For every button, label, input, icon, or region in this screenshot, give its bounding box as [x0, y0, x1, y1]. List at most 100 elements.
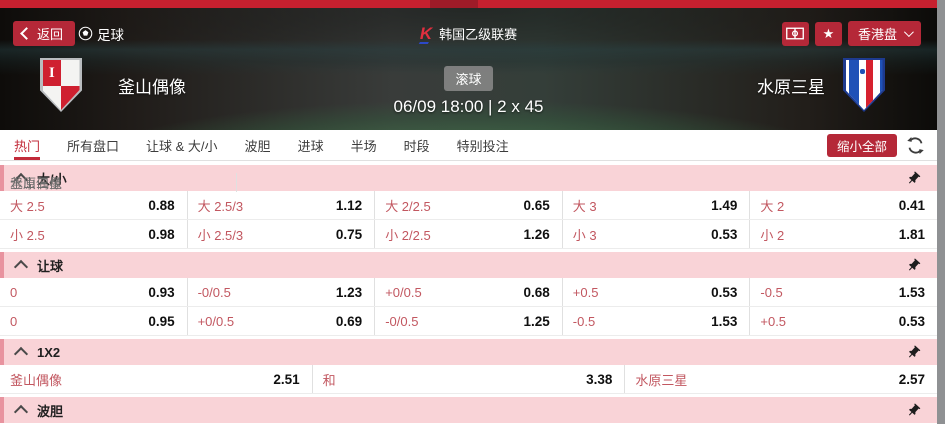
- odds-value: 1.12: [335, 197, 363, 213]
- odds-cell[interactable]: 0 0.93: [0, 278, 188, 306]
- league-name: 韩国乙级联赛: [439, 27, 518, 42]
- chevron-down-icon: [903, 27, 914, 38]
- odds-cell[interactable]: 水原三星 2.57: [625, 365, 937, 393]
- pitch-view-button[interactable]: [781, 21, 809, 46]
- section-title: 1X2: [37, 344, 61, 360]
- odds-cell[interactable]: 大 3 1.49: [563, 191, 751, 219]
- odds-label: +0.5: [572, 284, 599, 300]
- league-logo-icon: K: [419, 24, 433, 43]
- chevron-up-icon: [13, 259, 29, 274]
- odds-label: 和: [322, 372, 336, 388]
- collapse-all-button[interactable]: 缩小全部: [826, 133, 897, 157]
- refresh-icon[interactable]: [906, 136, 925, 155]
- odds-label: 水原三星: [635, 372, 688, 388]
- chevron-up-icon: [13, 404, 29, 419]
- odds-value: 0.68: [523, 284, 550, 300]
- odds-cell[interactable]: -0.5 1.53: [750, 278, 937, 306]
- odds-cell[interactable]: 小 3 0.53: [563, 220, 751, 248]
- odds-label: +0.5: [760, 313, 787, 329]
- odds-label: 小 2/2.5: [385, 227, 431, 243]
- pin-icon[interactable]: [906, 345, 921, 360]
- section-header[interactable]: 大/小: [0, 165, 937, 191]
- odds-label: -0/0.5: [197, 284, 231, 300]
- league-info: K 韩国乙级联赛: [420, 21, 517, 46]
- odds-value: 0.53: [711, 284, 738, 300]
- market-tab[interactable]: 所有盘口: [67, 138, 120, 154]
- odds-cell[interactable]: 小 2 1.81: [750, 220, 937, 248]
- back-label: 返回: [37, 27, 64, 42]
- market-tab[interactable]: 半场: [350, 138, 377, 154]
- odds-label: 釜山偶像: [10, 372, 63, 388]
- odds-cell[interactable]: 小 2.5/3 0.75: [188, 220, 376, 248]
- odds-label: 大 2.5: [10, 198, 45, 214]
- odds-cell[interactable]: 小 2/2.5 1.26: [375, 220, 563, 248]
- odds-cell[interactable]: -0.5 1.53: [563, 307, 751, 335]
- odds-value: 0.69: [335, 313, 363, 329]
- section-header[interactable]: 让球: [0, 252, 937, 278]
- market-section: 波胆: [0, 397, 937, 423]
- odds-value: 0.65: [523, 197, 550, 213]
- section-header[interactable]: 波胆: [0, 397, 937, 423]
- market-tab[interactable]: 时段: [403, 138, 430, 154]
- odds-cell[interactable]: +0/0.5 0.68: [375, 278, 563, 306]
- home-team-logo: I: [40, 58, 82, 112]
- header-toolbar: 返回 足球 K 韩国乙级联赛 ★: [0, 8, 937, 50]
- market-tab[interactable]: 进球: [297, 138, 324, 154]
- odds-value: 1.53: [898, 284, 925, 300]
- home-team: I 釜山偶像: [40, 58, 186, 112]
- odds-label: 大 2/2.5: [385, 198, 431, 214]
- pin-icon[interactable]: [906, 258, 921, 273]
- odds-row: 釜山偶像 0 0.93 -0/0.5 1.23 +0/0.5 0.68 +0.5 0.53 -0.…: [0, 173, 937, 307]
- top-scroll-thumb: [430, 0, 478, 8]
- odds-type-dropdown[interactable]: 香港盘: [847, 21, 921, 46]
- market-tab[interactable]: 让球 & 大/小: [146, 138, 218, 154]
- odds-label: +0/0.5: [385, 284, 422, 300]
- odds-cell[interactable]: 釜山偶像 2.51: [0, 365, 313, 393]
- odds-cell[interactable]: 大 2.5 0.88: [0, 191, 188, 219]
- odds-cell[interactable]: +0/0.5 0.69: [188, 307, 376, 335]
- market-tabbar: 热门 所有盘口 让球 & 大/小 波胆 进球 半场 时段 特别投注 缩小全部: [0, 130, 937, 161]
- odds-value: 0.53: [711, 226, 738, 242]
- odds-cell[interactable]: 0 0.95: [0, 307, 188, 335]
- odds-cell[interactable]: 大 2 0.41: [750, 191, 937, 219]
- team-cell: 水原三星: [0, 173, 237, 192]
- odds-label: 小 2: [760, 227, 785, 243]
- header-actions: ★ 香港盘: [781, 21, 921, 46]
- odds-value: 1.81: [898, 226, 925, 242]
- odds-cell[interactable]: -0/0.5 1.23: [188, 278, 376, 306]
- soccer-ball-icon: [78, 26, 93, 41]
- odds-label: 小 2.5: [10, 227, 45, 243]
- odds-label: -0.5: [760, 284, 783, 300]
- match-center: 滚球 06/09 18:00 | 2 x 45: [394, 66, 543, 117]
- odds-label: 大 2.5/3: [197, 198, 244, 214]
- market-tab[interactable]: 热门: [14, 130, 41, 160]
- odds-value: 1.53: [711, 313, 738, 329]
- odds-value: 0.75: [335, 226, 363, 242]
- pin-icon[interactable]: [906, 403, 921, 418]
- odds-cell[interactable]: 大 2/2.5 0.65: [375, 191, 563, 219]
- section-header[interactable]: 1X2: [0, 339, 937, 365]
- away-team-name: 水原三星: [757, 77, 825, 97]
- odds-cell[interactable]: 大 2.5/3 1.12: [188, 191, 376, 219]
- odds-label: 大 2: [760, 198, 785, 214]
- odds-row: 水原三星 0 0.95 +0/0.5 0.69 -0/0.5 1.25 -0.5 1.53 +0.…: [0, 173, 937, 336]
- odds-cell[interactable]: +0.5 0.53: [563, 278, 751, 306]
- market-section: 1X2 釜山偶像 2.51 和 3.38 水原三星 2.57: [0, 339, 937, 394]
- odds-type-label: 香港盘: [857, 27, 897, 42]
- favorite-button[interactable]: ★: [814, 21, 842, 46]
- pin-icon[interactable]: [906, 171, 921, 186]
- odds-cell[interactable]: 小 2.5 0.98: [0, 220, 188, 248]
- back-button[interactable]: 返回: [13, 21, 76, 46]
- market-tab[interactable]: 波胆: [244, 138, 271, 154]
- market-tab[interactable]: 特别投注: [456, 138, 509, 154]
- odds-cell[interactable]: -0/0.5 1.25: [375, 307, 563, 335]
- odds-row: 小 2.5 0.98 小 2.5/3 0.75 小 2/2.5 1.26 小 3 0.53 小 …: [0, 220, 937, 249]
- odds-value: 0.98: [148, 226, 175, 242]
- odds-cell[interactable]: +0.5 0.53: [750, 307, 937, 335]
- odds-cell[interactable]: 和 3.38: [313, 365, 626, 393]
- home-team-name: 釜山偶像: [118, 77, 186, 97]
- odds-value: 2.57: [898, 371, 926, 387]
- section-title: 波胆: [37, 403, 64, 419]
- page-scrollbar[interactable]: [937, 0, 945, 424]
